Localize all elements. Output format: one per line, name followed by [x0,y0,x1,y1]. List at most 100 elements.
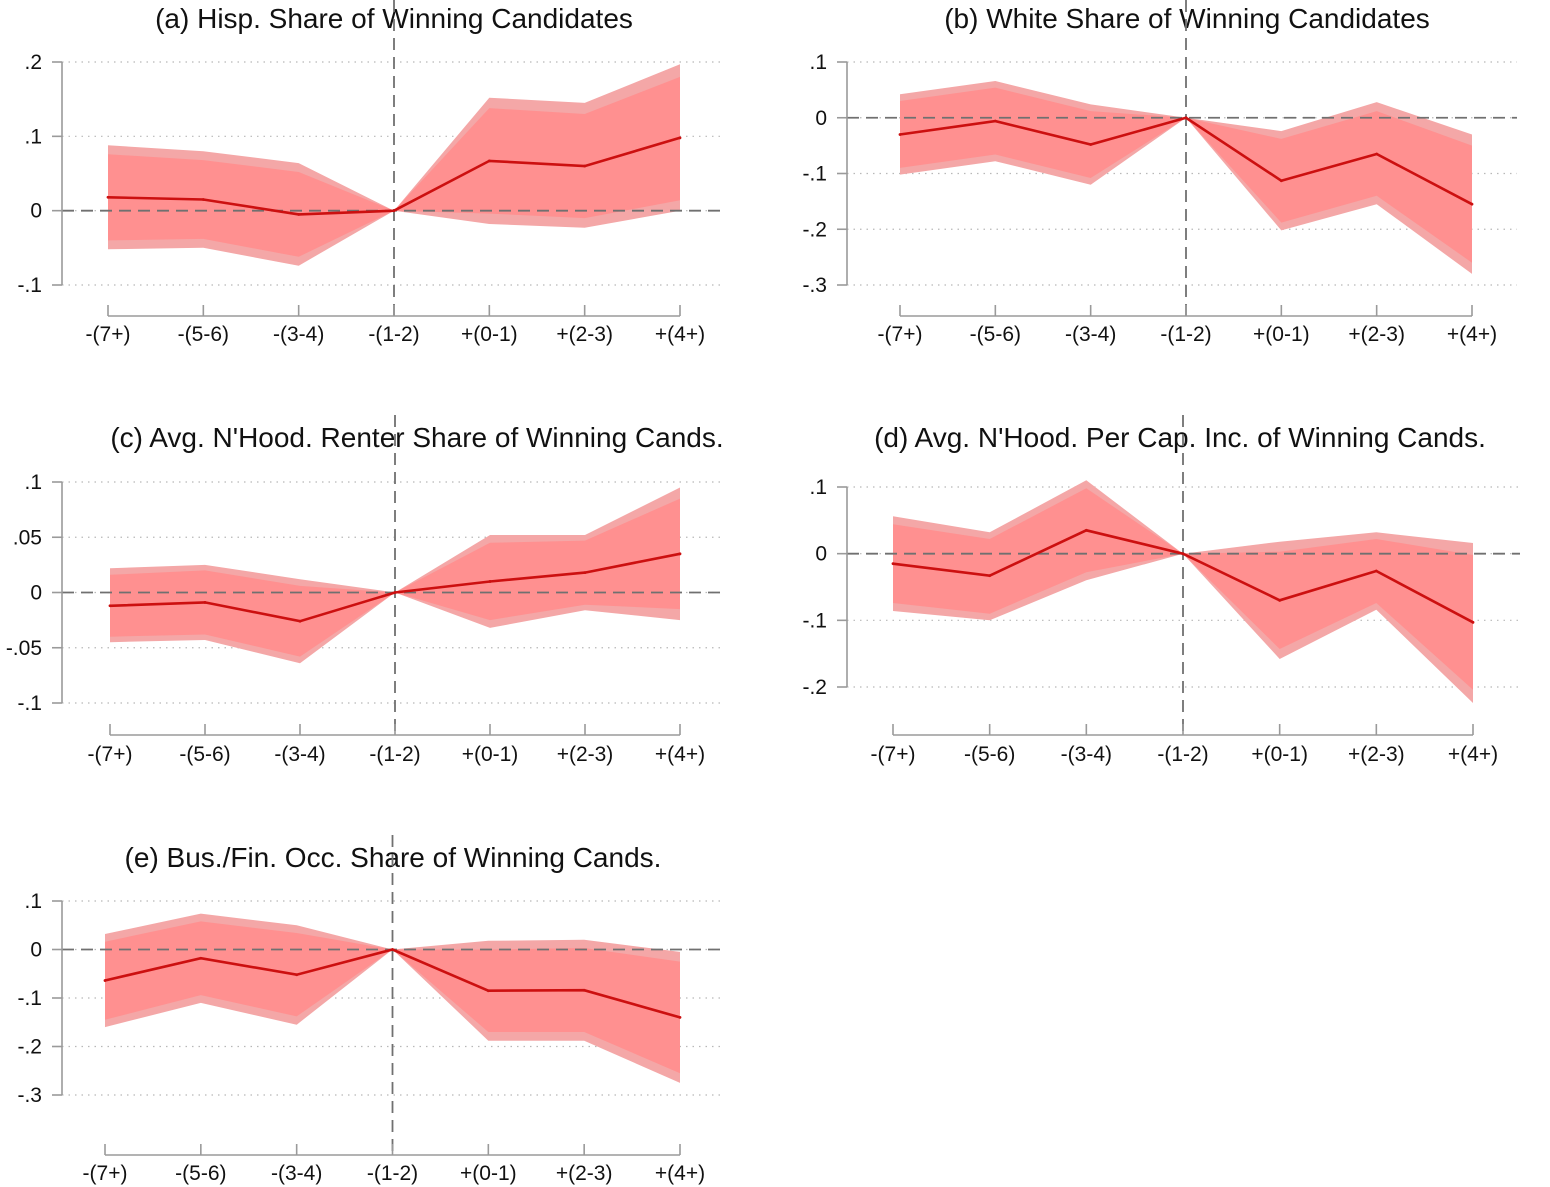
chart-panel-d: (d) Avg. N'Hood. Per Cap. Inc. of Winnin… [785,415,1550,795]
y-tick-label: .1 [24,890,42,913]
reference-lines [847,415,1520,735]
y-tick-label: -.1 [17,692,42,715]
estimate-series [106,136,682,216]
estimate-point [486,989,490,993]
confidence-band-inner [110,498,680,657]
x-tick-label: +(4+) [1448,743,1498,766]
estimate-point [1278,598,1282,602]
estimate-point [392,209,396,213]
confidence-band-inner [900,87,1472,263]
y-tick-label: -.3 [802,274,827,297]
x-tick-label: -(5-6) [175,1162,226,1185]
estimate-point [298,619,302,623]
x-tick-label: +(2-3) [557,743,614,766]
y-tick-label: .1 [809,51,827,74]
x-tick-label: -(3-4) [273,323,324,346]
x-tick-label: +(4+) [655,1162,705,1185]
x-tick-label: +(4+) [1447,323,1497,346]
x-tick-label: -(3-4) [1065,323,1116,346]
estimate-point [582,988,586,992]
estimate-point [1375,152,1379,156]
chart-svg-c: (c) Avg. N'Hood. Renter Share of Winning… [6,415,725,766]
estimate-point [1089,143,1093,146]
confidence-band-inner [893,488,1473,690]
x-tick-label: +(0-1) [460,1162,517,1185]
x-tick-label: -(1-2) [368,323,419,346]
x-tick-label: -(1-2) [369,743,420,766]
estimate-point [103,979,107,982]
x-tick-label: -(5-6) [179,743,230,766]
estimate-series [898,116,1474,206]
y-tick-label: -.2 [802,676,827,699]
x-tick-label: +(2-3) [1348,743,1405,766]
estimate-point [391,948,394,951]
y-tick-label: -.1 [17,274,42,297]
x-tick-label: -(7+) [871,743,916,766]
y-tick-label: .05 [13,526,42,549]
estimate-point [487,159,491,163]
y-tick-label: 0 [30,200,42,223]
x-tick-label: -(1-2) [1157,743,1208,766]
estimate-point [488,580,492,583]
estimate-point [891,562,895,566]
x-tick-label: +(2-3) [556,1162,613,1185]
confidence-band-inner [105,921,680,1074]
chart-panel-b: (b) White Share of Winning Candidates .1… [785,0,1545,380]
y-tick-label: .1 [809,476,827,499]
chart-svg-b: (b) White Share of Winning Candidates .1… [802,0,1517,346]
y-tick-label: -.2 [17,1036,42,1059]
estimate-point [993,119,997,123]
estimate-point [108,604,112,608]
estimate-point [295,973,299,977]
y-tick-label: .1 [24,125,42,148]
estimate-point [199,956,203,960]
estimate-point [678,1016,682,1019]
estimate-point [1184,116,1188,120]
estimate-point [1279,179,1283,183]
estimate-point [583,571,587,575]
x-tick-label: -(3-4) [274,743,325,766]
x-tick-label: -(3-4) [271,1162,322,1185]
x-tick-label: +(0-1) [1253,323,1310,346]
confidence-bands [900,81,1472,274]
x-tick-label: +(0-1) [461,323,518,346]
estimate-point [1181,552,1185,556]
axes: .1 0 -.1 -.2 -.3 -(7+) -(5-6) -(3-4) -(1-2) +(0-1… [17,890,705,1185]
chart-title: (c) Avg. N'Hood. Renter Share of Winning… [110,422,723,453]
x-tick-label: +(0-1) [1251,743,1308,766]
x-tick-label: -(7+) [83,1162,128,1185]
estimate-point [106,195,110,199]
estimate-point [583,164,587,168]
chart-title: (b) White Share of Winning Candidates [944,3,1430,34]
estimate-series [103,948,682,1019]
x-tick-label: +(4+) [655,743,705,766]
x-tick-label: -(1-2) [367,1162,418,1185]
confidence-bands [108,64,680,266]
y-tick-label: .2 [24,51,42,74]
axes: .1 0 -.1 -.2 -.3 -(7+) -(5-6) -(3-4) -(1-2) +(0-1… [802,51,1497,346]
y-tick-label: .1 [24,471,42,494]
y-tick-label: 0 [815,107,827,130]
x-tick-label: -(7+) [878,323,923,346]
estimate-point [1470,202,1474,206]
axes: .1 0 -.1 -.2 -(7+) -(5-6) -(3-4) -(1-2) +(0-1) +(… [802,476,1498,766]
y-tick-label: -.3 [17,1084,42,1107]
estimate-point [988,574,992,578]
axes: .1 .05 0 -.05 -.1 -(7+) -(5-6) -(3-4) -(1-2) +(0-… [6,471,705,766]
y-tick-label: 0 [815,543,827,566]
x-tick-label: -(1-2) [1160,323,1211,346]
estimate-point [1471,620,1475,624]
estimate-point [393,591,397,594]
chart-panel-a: (a) Hisp. Share of Winning Candidates .2… [0,0,760,380]
estimate-point [678,552,682,556]
y-tick-label: -.05 [6,637,42,660]
y-tick-label: -.1 [17,987,42,1010]
chart-svg-a: (a) Hisp. Share of Winning Candidates .2… [17,0,725,346]
x-tick-label: -(5-6) [970,323,1021,346]
x-tick-label: -(3-4) [1061,743,1112,766]
estimate-point [1374,569,1378,573]
x-tick-label: -(7+) [88,743,133,766]
confidence-bands [105,913,680,1083]
x-tick-label: +(2-3) [556,323,613,346]
x-tick-label: -(5-6) [964,743,1015,766]
